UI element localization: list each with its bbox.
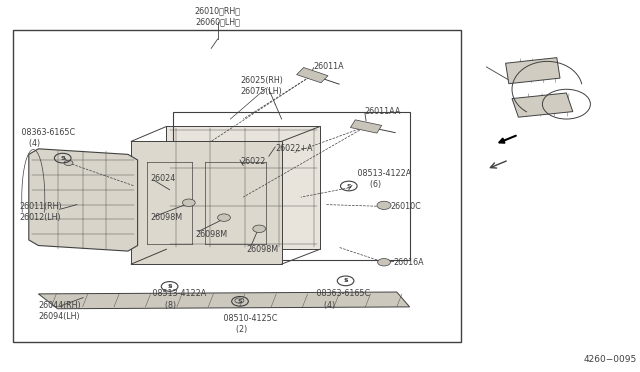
Text: 26044(RH)
26094(LH): 26044(RH) 26094(LH) [38, 301, 81, 321]
Polygon shape [351, 120, 381, 133]
Polygon shape [512, 93, 573, 117]
Text: 26011(RH)
26012(LH): 26011(RH) 26012(LH) [19, 202, 62, 222]
Text: 26010C: 26010C [390, 202, 421, 211]
Text: 26022+A: 26022+A [275, 144, 313, 153]
Text: S: S [60, 155, 65, 161]
Bar [13, 30, 461, 342]
Text: 08363-6165C
    (4): 08363-6165C (4) [19, 128, 76, 148]
Polygon shape [166, 126, 320, 249]
Text: 08513-4122A
      (6): 08513-4122A (6) [355, 169, 412, 189]
Text: 26098M: 26098M [150, 213, 182, 222]
Bar [173, 112, 410, 260]
Text: 26010＜RH＞
26060＜LH＞: 26010＜RH＞ 26060＜LH＞ [195, 7, 241, 27]
Text: 08513-4122A
      (8): 08513-4122A (8) [150, 289, 207, 310]
Text: 26011AA: 26011AA [365, 107, 401, 116]
Text: S: S [346, 183, 351, 189]
Polygon shape [38, 292, 410, 309]
Text: 26016A: 26016A [394, 258, 424, 267]
Text: 26024: 26024 [150, 174, 175, 183]
Circle shape [235, 298, 244, 303]
Circle shape [64, 160, 73, 166]
Text: 26098M: 26098M [195, 230, 227, 239]
Polygon shape [29, 149, 138, 251]
Text: 08510-4125C
      (2): 08510-4125C (2) [221, 314, 277, 334]
Circle shape [253, 225, 266, 232]
Polygon shape [506, 58, 560, 84]
Polygon shape [296, 67, 328, 83]
Text: 26011A: 26011A [314, 62, 344, 71]
Circle shape [378, 259, 390, 266]
Text: S: S [343, 278, 348, 283]
Circle shape [377, 201, 391, 209]
Circle shape [182, 199, 195, 206]
Polygon shape [131, 141, 282, 264]
Text: 08363-6165C
    (4): 08363-6165C (4) [314, 289, 370, 310]
Text: 4260−0095: 4260−0095 [584, 355, 637, 364]
Text: S: S [167, 284, 172, 289]
Circle shape [218, 214, 230, 221]
Text: 26022: 26022 [240, 157, 266, 166]
Text: S: S [237, 299, 243, 304]
Text: 26098M: 26098M [246, 245, 278, 254]
Text: 26025(RH)
26075(LH): 26025(RH) 26075(LH) [240, 76, 283, 96]
